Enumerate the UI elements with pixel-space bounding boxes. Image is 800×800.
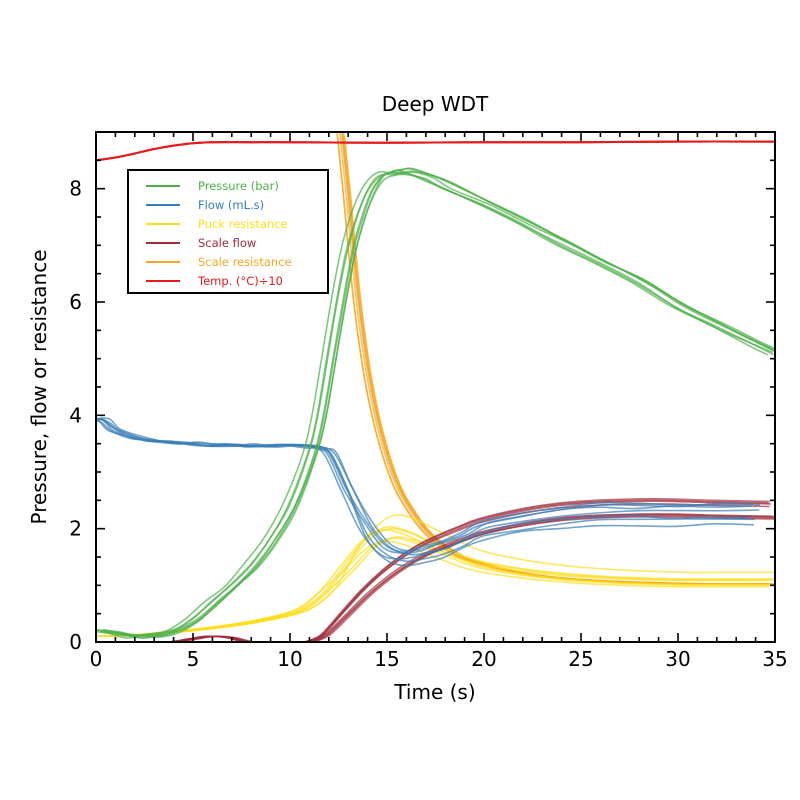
series-temp-c-10: [96, 140, 775, 162]
y-tick-label: 0: [69, 630, 82, 654]
x-tick-label: 10: [277, 647, 302, 671]
legend-label: Puck resistance: [198, 217, 288, 231]
series-run-line: [100, 417, 761, 552]
legend-box: [127, 169, 329, 294]
series-run-line: [102, 171, 775, 638]
legend-entry: Puck resistance: [146, 217, 288, 231]
y-tick-label: 4: [69, 403, 82, 427]
y-tick-label: 8: [69, 177, 82, 201]
series-pressure-bar: [96, 167, 775, 639]
series-run-line: [96, 171, 774, 638]
series-run-line: [96, 525, 774, 638]
y-tick-label: 6: [69, 290, 82, 314]
legend-label: Scale resistance: [198, 255, 292, 269]
x-tick-label: 30: [665, 647, 690, 671]
series-flow-ml-s: [96, 417, 761, 567]
series-run-line: [96, 140, 775, 162]
legend-label: Temp. (°C)÷10: [197, 274, 283, 288]
series-scale-flow: [96, 498, 775, 642]
legend-label: Pressure (bar): [198, 179, 279, 193]
series-run-line: [96, 140, 775, 162]
legend: Pressure (bar) Flow (mL.s) Puck resistance…: [127, 169, 329, 294]
y-axis-label: Pressure, flow or resistance: [27, 249, 51, 524]
series-run-line: [96, 418, 749, 560]
legend-entry: Temp. (°C)÷10: [146, 274, 283, 288]
series-run-line: [96, 418, 754, 567]
series-run-line: [96, 169, 769, 639]
legend-entry: Scale flow: [146, 236, 256, 250]
legend-entry: Flow (mL.s): [146, 198, 264, 212]
legend-label: Scale flow: [198, 236, 256, 250]
legend-entry: Pressure (bar): [146, 179, 279, 193]
x-tick-label: 0: [90, 647, 103, 671]
x-tick-label: 15: [374, 647, 399, 671]
series-run-line: [96, 140, 775, 162]
series-run-line: [96, 500, 771, 642]
ticks-layer: 0 5 10 15 20 25 30 35 0 2 4 6 8: [69, 131, 788, 671]
x-tick-label: 35: [762, 647, 787, 671]
x-tick-label: 20: [471, 647, 496, 671]
series-layer: [96, 132, 775, 642]
chart-title: Deep WDT: [382, 92, 489, 116]
series-run-line: [96, 140, 775, 162]
y-tick-label: 2: [69, 517, 82, 541]
series-run-line: [96, 498, 770, 642]
x-axis-label: Time (s): [393, 680, 475, 704]
series-run-line: [96, 419, 752, 555]
x-tick-label: 5: [187, 647, 200, 671]
legend-label: Flow (mL.s): [198, 198, 264, 212]
x-tick-label: 25: [568, 647, 593, 671]
legend-entry: Scale resistance: [146, 255, 292, 269]
